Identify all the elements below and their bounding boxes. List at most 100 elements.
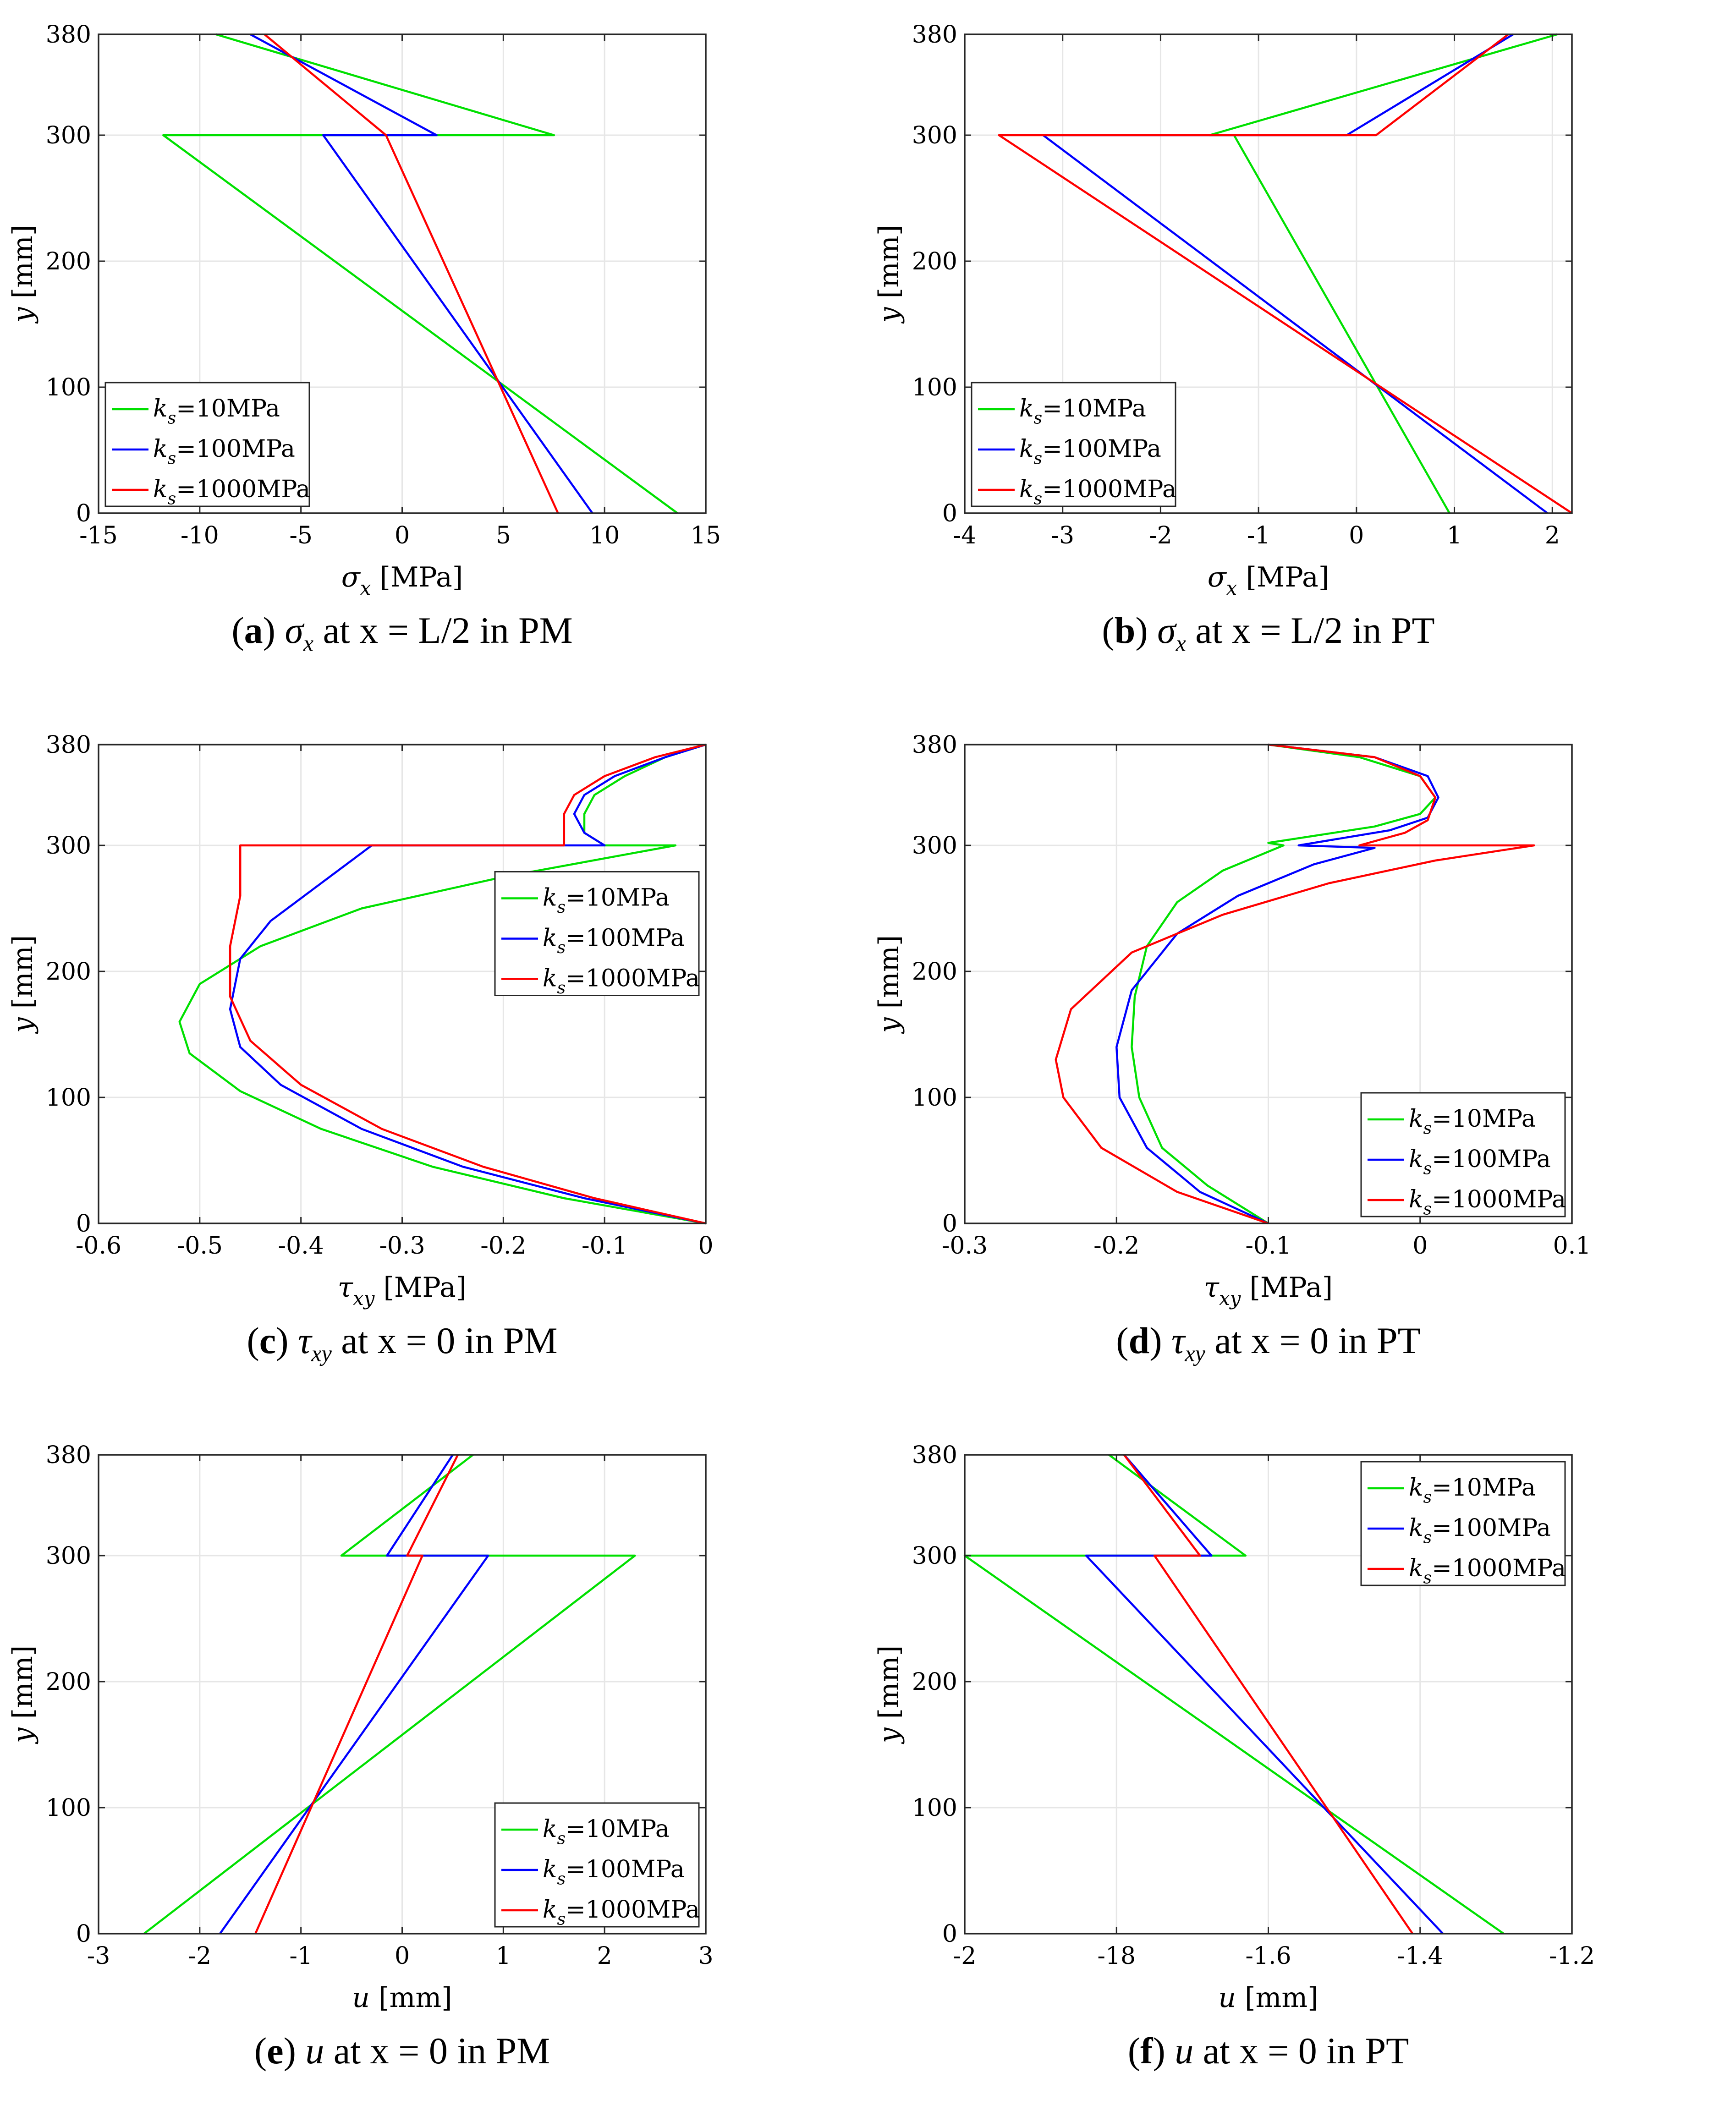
y-tick-label: 300 — [46, 1542, 91, 1570]
x-tick-label: -1.4 — [1397, 1942, 1443, 1970]
x-tick-label: 15 — [691, 522, 721, 549]
legend: ks=10MPa ks=100MPa ks=1000MPa — [1360, 1461, 1566, 1588]
legend-box — [1360, 1461, 1566, 1586]
x-tick-label: 10 — [589, 522, 620, 549]
x-axis-label: u [mm] — [1218, 1982, 1318, 2014]
y-axis-label: y [mm] — [7, 935, 39, 1035]
x-tick-label: 1 — [496, 1942, 511, 1970]
x-tick-label: -3 — [87, 1942, 110, 1970]
legend: ks=10MPa ks=100MPa ks=1000MPa — [494, 871, 700, 998]
y-tick-label: 380 — [912, 21, 957, 49]
y-tick-label: 300 — [912, 122, 957, 149]
caption-f: (f) u at x = 0 in PT — [1127, 2030, 1409, 2072]
y-tick-label: 300 — [912, 1542, 957, 1570]
series-line-3 — [1123, 1454, 1414, 1935]
x-tick-label: 2 — [1545, 522, 1560, 549]
y-axis-label: y [mm] — [873, 935, 905, 1035]
series-line-1 — [178, 743, 706, 1225]
y-tick-label: 300 — [46, 122, 91, 149]
series-line-3 — [1055, 743, 1535, 1225]
caption-c: (c) τxy at x = 0 in PM — [247, 1320, 558, 1366]
y-tick-label: 100 — [46, 1084, 91, 1112]
legend-label: ks=10MPa — [543, 1815, 670, 1848]
x-tick-label: 2 — [597, 1942, 612, 1970]
legend-label: ks=1000MPa — [1409, 1186, 1566, 1219]
caption-a: (a) σx at x = L/2 in PM — [231, 609, 573, 656]
y-tick-label: 380 — [46, 1442, 91, 1469]
series-line-2 — [1115, 743, 1439, 1225]
legend-label: ks=1000MPa — [543, 965, 700, 998]
legend-label: ks=100MPa — [543, 925, 685, 958]
series-line-2 — [229, 743, 706, 1225]
x-tick-label: -0.5 — [177, 1232, 223, 1260]
y-tick-label: 200 — [912, 1668, 957, 1696]
y-axis-label: y [mm] — [873, 225, 905, 324]
y-tick-label: 200 — [46, 1668, 91, 1696]
x-tick-label: 0 — [395, 522, 410, 549]
legend-label: ks=1000MPa — [1409, 1555, 1566, 1588]
y-tick-label: 380 — [46, 731, 91, 759]
plot-box — [964, 33, 1573, 514]
x-tick-label: -0.4 — [278, 1232, 324, 1260]
x-tick-label: -1.6 — [1245, 1942, 1291, 1970]
chart-panel-b: -4 -3 -2 -1 0 1 2 0 100 200 300 380 σx [MPa] y [mm] ks… — [873, 21, 1573, 599]
x-tick-label: -0.3 — [942, 1232, 988, 1260]
series-line-3 — [254, 1454, 459, 1934]
x-tick-label: 0 — [698, 1232, 713, 1260]
y-tick-label: 380 — [912, 1442, 957, 1469]
x-tick-label: -0.2 — [1093, 1232, 1139, 1260]
y-tick-label: 380 — [46, 21, 91, 49]
x-tick-label: -2 — [1149, 522, 1172, 549]
y-tick-label: 100 — [46, 1794, 91, 1822]
legend-label: ks=10MPa — [1409, 1474, 1536, 1507]
legend-box — [494, 871, 700, 996]
x-axis-label: σx [MPa] — [341, 561, 463, 599]
chart-panel-e: -3 -2 -1 0 1 2 3 0 100 200 300 380 u [mm] y [mm] ks=10… — [7, 1442, 714, 2014]
y-tick-label: 100 — [912, 1084, 957, 1112]
y-axis-label: y [mm] — [7, 1645, 39, 1745]
y-tick-label: 0 — [942, 1210, 957, 1238]
y-tick-label: 300 — [46, 832, 91, 860]
caption-d: (d) τxy at x = 0 in PT — [1116, 1320, 1421, 1366]
y-tick-label: 100 — [912, 374, 957, 401]
legend-label: ks=100MPa — [1019, 435, 1161, 468]
x-tick-label: 3 — [698, 1942, 713, 1970]
y-tick-label: 100 — [46, 374, 91, 401]
y-tick-label: 0 — [76, 1210, 91, 1238]
legend-label: ks=100MPa — [543, 1856, 685, 1889]
legend-box — [1360, 1092, 1566, 1217]
legend-label: ks=10MPa — [153, 395, 280, 428]
x-tick-label: -0.1 — [582, 1232, 627, 1260]
chart-panel-c: -0.6 -0.5 -0.4 -0.3 -0.2 -0.1 0 0 100 200 300 380 τx… — [7, 731, 714, 1310]
x-tick-label: 0 — [1349, 522, 1364, 549]
series-line-3 — [229, 743, 706, 1225]
y-tick-label: 100 — [912, 1794, 957, 1822]
legend-box — [104, 382, 310, 507]
legend: ks=10MPa ks=100MPa ks=1000MPa — [971, 382, 1176, 509]
y-tick-label: 0 — [942, 500, 957, 527]
legend: ks=10MPa ks=100MPa ks=1000MPa — [1360, 1092, 1566, 1219]
y-tick-label: 0 — [942, 1920, 957, 1948]
series-line-2 — [1085, 1454, 1444, 1935]
x-tick-label: -1.2 — [1549, 1942, 1595, 1970]
x-tick-label: -0.6 — [76, 1232, 121, 1260]
caption-b: (b) σx at x = L/2 in PT — [1102, 609, 1435, 656]
y-tick-label: 200 — [912, 958, 957, 986]
y-tick-label: 300 — [912, 832, 957, 860]
series-line-1 — [1209, 33, 1558, 514]
legend-label: ks=100MPa — [1409, 1146, 1551, 1179]
y-tick-label: 200 — [46, 958, 91, 986]
legend: ks=10MPa ks=100MPa ks=1000MPa — [104, 382, 310, 509]
x-tick-label: -1 — [289, 1942, 313, 1970]
series-line-3 — [264, 33, 559, 514]
x-tick-label: 5 — [496, 522, 511, 549]
legend-label: ks=100MPa — [1409, 1514, 1551, 1547]
legend-label: ks=1000MPa — [1019, 476, 1176, 509]
x-tick-label: 0 — [1412, 1232, 1428, 1260]
x-tick-label: 1 — [1447, 522, 1462, 549]
x-tick-label: -18 — [1097, 1942, 1136, 1970]
series-line-3 — [998, 33, 1573, 514]
x-tick-label: -10 — [181, 522, 219, 549]
y-tick-label: 200 — [912, 248, 957, 275]
